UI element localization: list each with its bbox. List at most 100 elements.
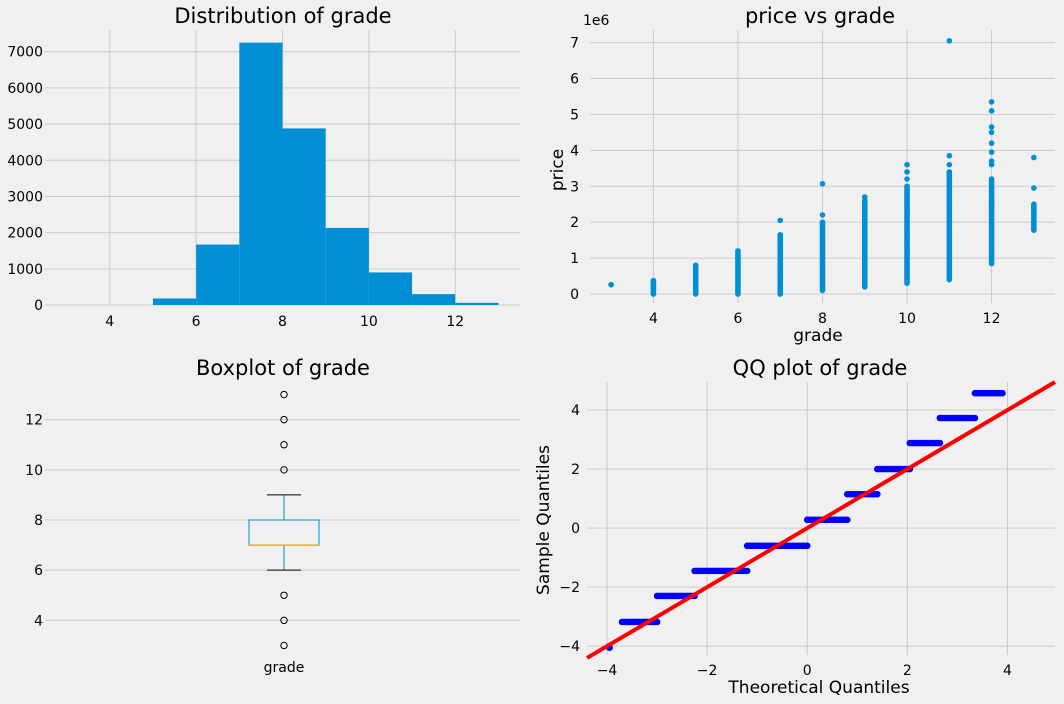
scatter-point bbox=[904, 169, 910, 175]
flier-point bbox=[280, 415, 288, 424]
y-tick-label: 1 bbox=[570, 251, 579, 267]
x-tick-label: 0 bbox=[803, 663, 812, 679]
x-tick-label: 2 bbox=[903, 663, 912, 679]
flier-point bbox=[280, 616, 288, 625]
y-offset-label: 1e6 bbox=[583, 13, 610, 29]
scatter-point bbox=[988, 149, 995, 155]
scatter-point bbox=[692, 262, 699, 269]
scatter-point bbox=[988, 140, 995, 146]
scatter-xlabel: grade bbox=[793, 326, 842, 346]
x-tick-label: −4 bbox=[597, 663, 618, 679]
histogram-bar bbox=[152, 298, 197, 305]
x-tick-label: 4 bbox=[649, 311, 658, 327]
scatter-point bbox=[904, 176, 910, 182]
y-tick-label: 5 bbox=[570, 107, 579, 123]
scatter-point bbox=[819, 180, 826, 187]
scatter-point bbox=[988, 201, 995, 208]
x-tick-label: 6 bbox=[733, 311, 742, 327]
flier-point bbox=[280, 390, 288, 399]
scatter-point bbox=[1031, 185, 1037, 191]
x-tick-label: 12 bbox=[983, 311, 1001, 327]
scatter-point bbox=[946, 37, 953, 44]
y-tick-label: 7000 bbox=[7, 45, 43, 61]
x-tick-label: 10 bbox=[898, 311, 916, 327]
scatter-point bbox=[946, 152, 953, 159]
scatter-point bbox=[988, 124, 995, 130]
qq-point bbox=[653, 618, 661, 626]
qq-point bbox=[843, 516, 851, 524]
qq-xlabel: Theoretical Quantiles bbox=[727, 678, 909, 698]
scatter-point bbox=[1031, 205, 1037, 211]
qq-reference-line bbox=[585, 380, 1057, 660]
y-tick-label: 2 bbox=[570, 215, 579, 231]
histogram-bar bbox=[412, 294, 456, 305]
y-tick-label: 10 bbox=[25, 463, 43, 479]
qq-point bbox=[743, 567, 751, 575]
boxplot-category-label: grade bbox=[264, 660, 305, 676]
scatter-point bbox=[988, 129, 995, 136]
scatter-point bbox=[946, 169, 953, 175]
y-tick-label: 2 bbox=[571, 462, 580, 478]
y-tick-label: 4 bbox=[34, 613, 43, 629]
qq-title: QQ plot of grade bbox=[733, 356, 908, 380]
y-tick-label: 12 bbox=[25, 413, 43, 429]
scatter-point bbox=[988, 208, 995, 215]
y-tick-label: 4 bbox=[571, 403, 580, 419]
scatter-ylabel: price bbox=[548, 149, 568, 191]
flier-point bbox=[280, 641, 288, 650]
x-tick-label: 6 bbox=[192, 314, 201, 330]
y-tick-label: 1000 bbox=[7, 262, 43, 278]
qq-ylabel: Sample Quantiles bbox=[534, 445, 554, 595]
histogram-bar bbox=[282, 128, 326, 305]
scatter-point bbox=[650, 277, 657, 284]
y-tick-label: 7 bbox=[570, 36, 579, 52]
scatter-point bbox=[608, 281, 614, 288]
scatter-point bbox=[819, 219, 826, 225]
qq-panel: QQ plot of grade −4 −2 0 2 4 −4 −2 0 2 4 Theoreti… bbox=[534, 356, 1057, 698]
qq-point bbox=[874, 490, 881, 498]
flier-point bbox=[280, 466, 288, 474]
x-tick-label: 12 bbox=[446, 314, 464, 330]
y-tick-label: 6 bbox=[570, 71, 579, 87]
histogram-bar bbox=[325, 227, 369, 305]
box bbox=[248, 519, 320, 546]
scatter-point bbox=[988, 99, 995, 105]
scatter-point bbox=[777, 232, 784, 238]
flier-point bbox=[280, 591, 288, 599]
y-tick-label: 2000 bbox=[7, 226, 43, 242]
y-tick-label: 5000 bbox=[7, 117, 43, 133]
x-tick-label: 8 bbox=[818, 311, 827, 327]
flier-point bbox=[280, 441, 288, 449]
qq-point bbox=[803, 542, 811, 550]
scatter-point bbox=[819, 212, 826, 218]
histogram-panel: Distribution of grade 4 6 8 10 12 0 1000 2000 30… bbox=[7, 4, 520, 330]
x-tick-label: 10 bbox=[360, 314, 378, 330]
y-tick-label: 6000 bbox=[7, 81, 43, 97]
scatter-point bbox=[904, 183, 910, 190]
y-tick-label: 0 bbox=[34, 298, 43, 314]
scatter-point bbox=[1031, 227, 1037, 233]
scatter-point bbox=[735, 248, 741, 254]
boxplot-panel: Boxplot of grade 4 6 8 10 12 grade bbox=[25, 356, 520, 676]
histogram-title: Distribution of grade bbox=[174, 4, 391, 28]
histogram-bar bbox=[196, 244, 240, 305]
y-tick-label: 4 bbox=[570, 143, 579, 159]
y-tick-label: −2 bbox=[559, 580, 580, 596]
y-tick-label: 8 bbox=[34, 513, 43, 529]
scatter-point bbox=[988, 176, 995, 182]
y-tick-label: 3 bbox=[570, 179, 579, 195]
y-tick-label: 4000 bbox=[7, 153, 43, 169]
x-tick-label: 4 bbox=[105, 314, 114, 330]
qq-point bbox=[999, 389, 1006, 397]
y-tick-label: 0 bbox=[570, 287, 579, 303]
x-tick-label: 8 bbox=[278, 314, 287, 330]
histogram-bar bbox=[455, 302, 499, 305]
qq-point bbox=[971, 414, 979, 422]
y-tick-label: 6 bbox=[34, 563, 43, 579]
scatter-point bbox=[777, 217, 784, 224]
y-tick-label: 0 bbox=[571, 521, 580, 537]
y-tick-label: 3000 bbox=[7, 189, 43, 205]
x-tick-label: 4 bbox=[1003, 663, 1012, 679]
